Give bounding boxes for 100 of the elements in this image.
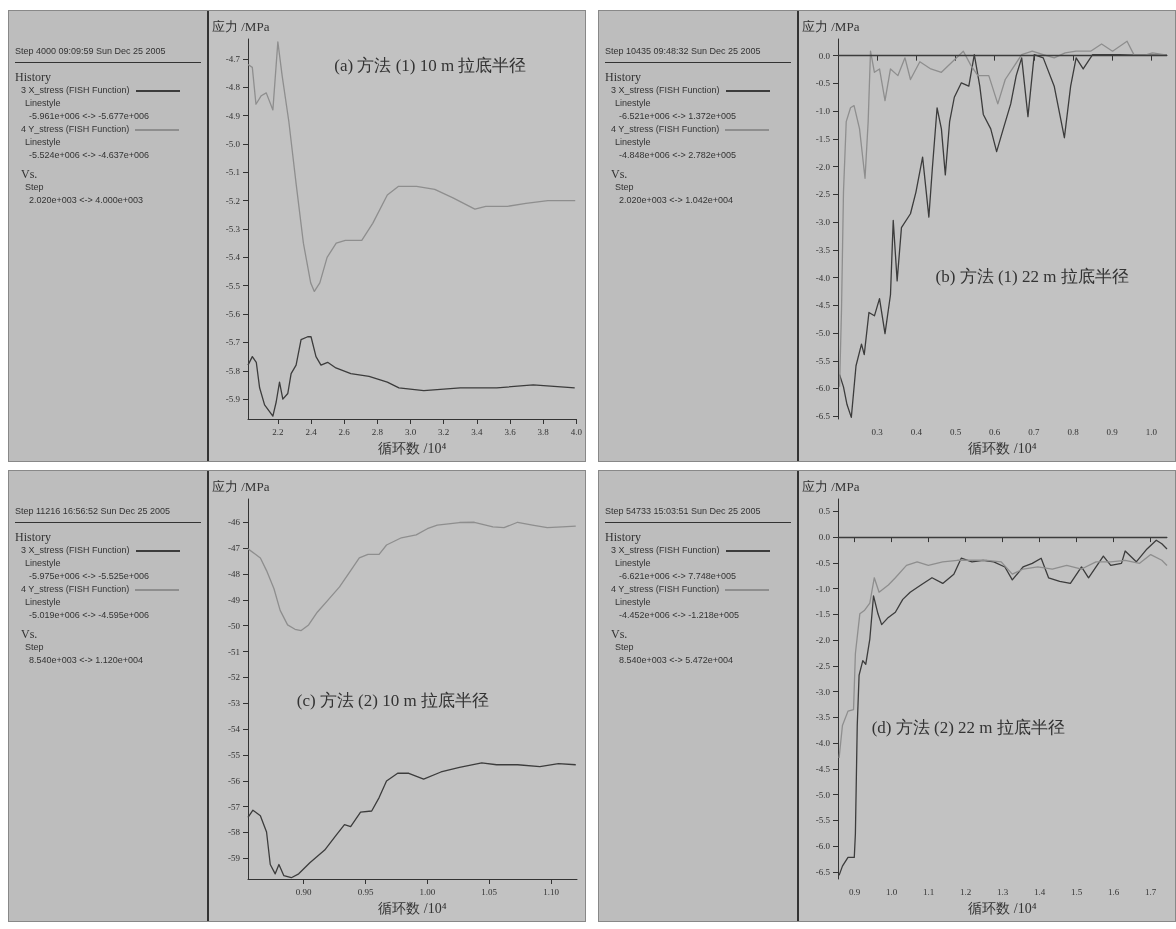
y-tick-label: -6.0 [815,383,831,394]
legend-label: 4 Y_stress (FISH Function) [21,584,130,594]
text: Step 11216 16:56:52 Sun Dec 25 2005 [15,505,171,518]
y-tick-label: -4.5 [815,763,831,774]
y-tick-label: -5.5 [225,280,241,291]
x-axis-title: 循环数 /10⁴ [968,440,1037,456]
y-tick-label: -46 [228,517,241,528]
y-tick-label: -4.0 [815,272,831,283]
legend-label: 4 Y_stress (FISH Function) [21,124,130,134]
y-tick-label: -2.5 [815,660,831,671]
y-tick-label: -3.0 [815,686,831,697]
y-tick-label: -5.0 [815,789,831,800]
y-tick-label: -3.0 [815,217,831,228]
text: Linestyle [24,136,62,149]
text: Vs. [610,167,629,181]
text: 8.540e+003 <-> 1.120e+004 [28,654,145,667]
y-tick-label: -56 [228,775,241,786]
line-series [247,41,576,293]
x-tick-label: 0.9 [849,886,861,897]
x-tick-label: 0.7 [1028,426,1040,437]
x-tick-label: 0.9 [1106,426,1119,437]
y-tick-label: -5.4 [225,252,241,263]
y-tick-label: -47 [228,543,241,554]
x-tick-label: 2.8 [371,426,384,437]
y-tick-label: -3.5 [815,712,831,723]
y-tick-label: -50 [228,620,241,631]
y-tick-label: -5.5 [815,355,831,366]
x-tick-label: 1.4 [1034,886,1046,897]
y-tick-label: -5.3 [225,224,241,234]
x-tick-label: 1.6 [1108,886,1120,897]
legend-label: 4 Y_stress (FISH Function) [611,584,720,594]
y-tick-label: -5.0 [225,138,241,149]
x-tick-label: 0.4 [910,426,923,437]
text: 2.020e+003 <-> 1.042e+004 [618,194,735,207]
text: 8.540e+003 <-> 5.472e+004 [618,654,735,667]
y-tick-label: -5.7 [225,337,241,348]
text: -5.019e+006 <-> -4.595e+006 [28,609,151,622]
y-tick-label: 0.5 [818,506,831,517]
text: Step [24,181,45,194]
y-tick-label: -6.5 [815,411,831,422]
y-axis-title: 应力 /MPa [802,479,860,494]
y-tick-label: -2.0 [815,161,831,172]
y-tick-label: -51 [228,646,240,657]
y-axis-title: 应力 /MPa [802,19,860,34]
x-tick-label: 1.7 [1145,886,1157,897]
text: -6.521e+006 <-> 1.372e+005 [618,110,738,123]
text: Step [24,641,45,654]
x-tick-label: 3.8 [537,426,550,437]
y-tick-label: -4.7 [225,53,241,64]
text: Vs. [610,627,629,641]
x-tick-label: 1.0 [1145,426,1158,437]
x-tick-label: 1.5 [1071,886,1083,897]
text: Linestyle [614,557,652,570]
x-tick-label: 1.0 [886,886,898,897]
x-tick-label: 1.05 [481,886,498,897]
y-tick-label: -54 [228,724,241,735]
text: Vs. [20,627,39,641]
text: -5.524e+006 <-> -4.637e+006 [28,149,151,162]
text: Linestyle [614,136,652,149]
y-tick-label: -2.5 [815,189,831,200]
y-tick-label: -5.1 [225,167,240,178]
text: Step [614,641,635,654]
y-tick-label: -5.5 [815,815,831,826]
x-tick-label: 0.95 [357,886,374,897]
text: -4.848e+006 <-> 2.782e+005 [618,149,738,162]
x-tick-label: 2.6 [338,426,351,437]
y-tick-label: -1.0 [815,106,831,117]
x-tick-label: 0.6 [989,426,1001,437]
legend-label: 3 X_stress (FISH Function) [21,545,130,555]
x-tick-label: 3.6 [504,426,517,437]
text: 2.020e+003 <-> 4.000e+003 [28,194,145,207]
x-tick-label: 1.3 [997,886,1009,897]
legend-label: 3 X_stress (FISH Function) [611,545,720,555]
y-tick-label: -2.0 [815,635,831,646]
text: Linestyle [614,596,652,609]
x-tick-label: 0.90 [295,886,313,897]
y-axis-title: 应力 /MPa [212,19,270,34]
y-tick-label: -4.8 [225,82,241,93]
y-tick-label: -5.6 [225,309,241,320]
y-tick-label: -58 [228,827,241,838]
y-tick-label: -4.5 [815,300,831,311]
y-tick-label: -1.0 [815,583,831,594]
y-tick-label: -5.2 [225,195,240,206]
legend-label: 3 X_stress (FISH Function) [611,85,720,95]
x-tick-label: 1.2 [960,886,972,897]
x-tick-label: 3.4 [471,426,483,437]
text: Linestyle [24,557,62,570]
y-tick-label: -55 [228,749,241,760]
text: Linestyle [24,596,62,609]
y-tick-label: -4.9 [225,110,241,121]
x-axis-title: 循环数 /10⁴ [378,440,447,456]
y-tick-label: -3.5 [815,244,831,255]
y-tick-label: -5.8 [225,365,241,376]
text: Step 4000 09:09:59 Sun Dec 25 2005 [15,45,167,58]
y-tick-label: -48 [228,568,241,579]
x-tick-label: 1.1 [923,886,935,897]
text: (d) 方法 (2) 22 m 拉底半径 [871,718,1065,737]
text: (b) 方法 (1) 22 m 拉底半径 [935,267,1129,286]
y-tick-label: -0.5 [815,78,831,89]
y-tick-label: -6.5 [815,866,831,877]
